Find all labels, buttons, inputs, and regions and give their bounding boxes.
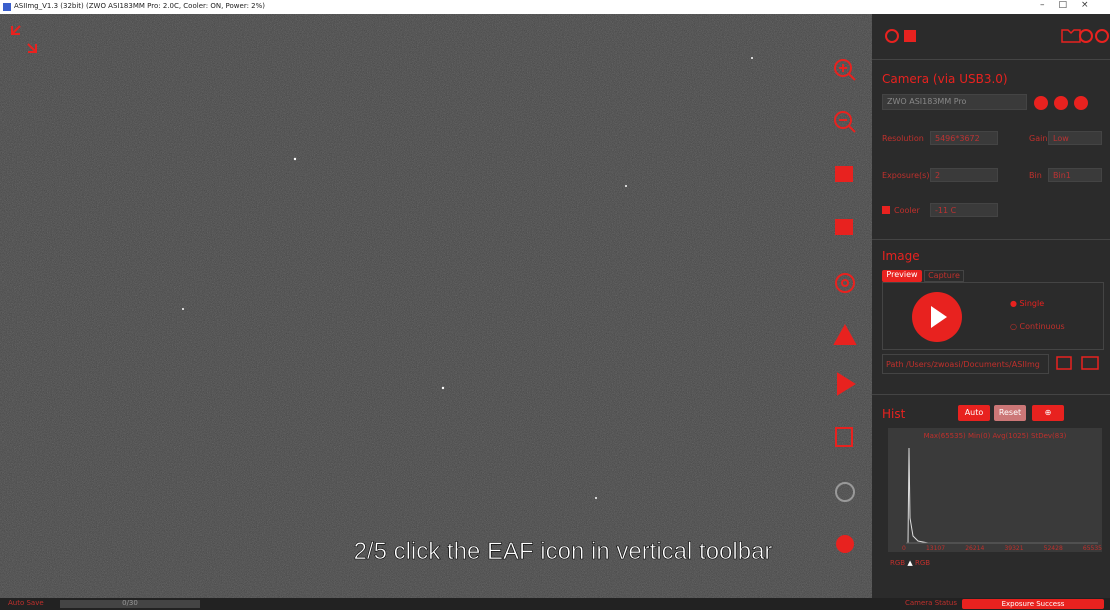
- label: Path: [886, 360, 904, 369]
- label: Exposure(s): [882, 171, 930, 180]
- title-bar: ASIImg_V1.3 (32bit) (ZWO ASI183MM Pro: 2…: [0, 0, 1110, 14]
- camera-select[interactable]: ZWO ASI183MM Pro: [882, 94, 1027, 110]
- hist-legend[interactable]: RGB ▲ RGB: [890, 559, 931, 567]
- reset-button[interactable]: Reset: [994, 405, 1026, 421]
- radio-single[interactable]: ● Single: [1010, 299, 1045, 308]
- status-message: Exposure Success: [962, 599, 1104, 609]
- vertical-toolbar[interactable]: [833, 59, 857, 553]
- histogram: [888, 428, 1102, 552]
- progress-bar: [60, 600, 200, 608]
- stars: [182, 57, 753, 499]
- axis-label: 39321: [1004, 545, 1024, 552]
- auto-button[interactable]: Auto: [958, 405, 990, 421]
- folder-buttons[interactable]: [1052, 354, 1107, 372]
- path-text: /Users/zwoasi/Documents/ASIImg: [906, 360, 1040, 369]
- section-header: Camera (via USB3.0): [882, 72, 1008, 86]
- bin-select[interactable]: Bin1: [1048, 168, 1102, 182]
- status-left: Auto Save: [8, 599, 44, 607]
- label: Cooler: [894, 206, 920, 215]
- image-noise: [0, 14, 872, 598]
- exposure-input[interactable]: 2: [930, 168, 998, 182]
- section-header: Hist: [882, 407, 906, 421]
- axis-label: 26214: [965, 545, 985, 552]
- tutorial-caption: 2/5 click the EAF icon in vertical toolb…: [354, 538, 773, 565]
- section-header: Image: [882, 249, 920, 263]
- zoom-button[interactable]: ⊕: [1032, 405, 1064, 421]
- radio-label: Single: [1019, 299, 1045, 308]
- progress-text: 0/30: [122, 599, 138, 607]
- window-title: ASIImg_V1.3 (32bit) (ZWO ASI183MM Pro: 2…: [14, 2, 265, 10]
- hist-stats: Max(65535) Min(0) Avg(1025) StDev(83): [923, 432, 1067, 440]
- label: Gain: [1029, 134, 1048, 143]
- side-panel: Camera (via USB3.0) ZWO ASI183MM Pro Res…: [872, 14, 1110, 598]
- hist-axis: 0 13107 26214 39321 52428 65535: [902, 545, 1102, 552]
- gain-select[interactable]: Low: [1048, 131, 1102, 145]
- tab[interactable]: Preview: [882, 270, 922, 282]
- label: Resolution: [882, 134, 924, 143]
- axis-label: 0: [902, 545, 906, 552]
- divider: [872, 59, 1110, 60]
- axis-label: 13107: [925, 545, 946, 552]
- corner-arrow[interactable]: [27, 43, 37, 53]
- tab[interactable]: Capture: [924, 270, 964, 282]
- divider: [872, 394, 1110, 395]
- hist-plot: [906, 447, 1098, 544]
- legend-item: RGB: [914, 559, 931, 567]
- axis-label: 65535: [1082, 545, 1102, 552]
- legend-item: RGB: [890, 559, 906, 567]
- path-box: [882, 354, 1049, 374]
- image-view: 2/5 click the EAF icon in vertical toolb…: [0, 14, 872, 598]
- start-button[interactable]: [910, 290, 964, 344]
- panel-toolbar[interactable]: [872, 14, 1110, 54]
- radio-label: Continuous: [1019, 322, 1065, 331]
- resolution-select[interactable]: 5496*3672: [930, 131, 998, 145]
- radio-continuous[interactable]: ○ Continuous: [1010, 322, 1065, 331]
- status-label: Camera Status: [905, 599, 958, 607]
- status-bar: Auto Save 0/30 Camera Status Exposure Su…: [0, 598, 1110, 610]
- preview-box: [882, 282, 1104, 350]
- label: Bin: [1029, 171, 1042, 180]
- cooler-checkbox[interactable]: [882, 206, 890, 214]
- axis-label: 52428: [1043, 545, 1063, 552]
- cooler-input[interactable]: -11 C: [930, 203, 998, 217]
- app-icon: [3, 3, 11, 11]
- window-controls[interactable]: –□×: [1040, 0, 1103, 10]
- corner-arrow[interactable]: [11, 25, 21, 35]
- camera-buttons[interactable]: [1032, 94, 1102, 112]
- divider: [872, 239, 1110, 240]
